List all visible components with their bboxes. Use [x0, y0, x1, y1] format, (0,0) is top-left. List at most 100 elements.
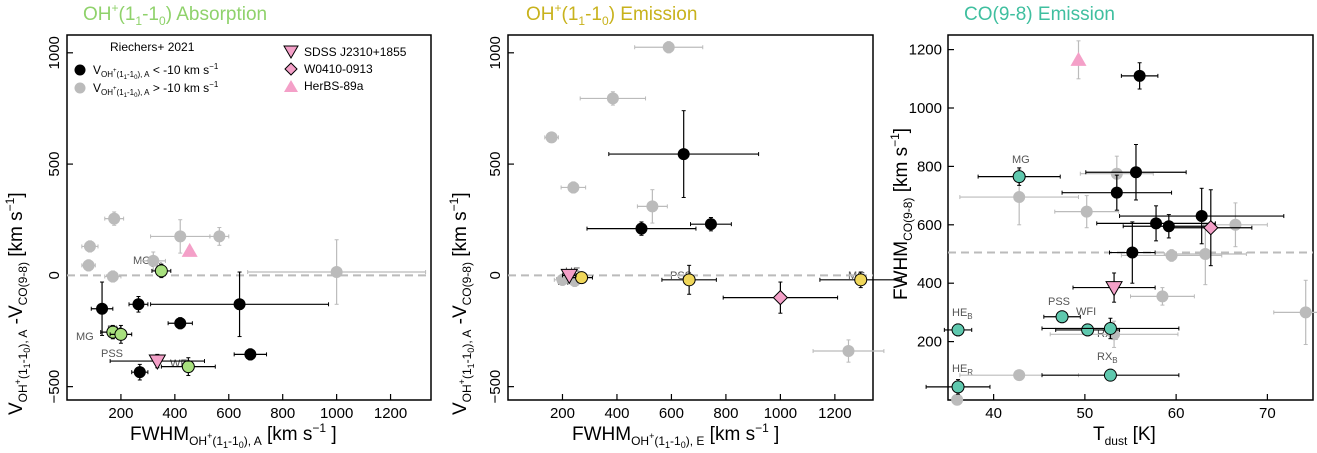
panel1-xtick-label: 400: [162, 405, 187, 422]
panel1-grey-point: [147, 254, 160, 267]
panel3-black-point: [1195, 210, 1208, 223]
panel1-grey-point: [82, 259, 95, 272]
panel3-label-wfi: WFI: [1076, 306, 1096, 318]
panel3-grey-point: [951, 393, 964, 406]
panel1-ytick-label: −500: [46, 370, 63, 404]
panel2-ytick-label: 0: [487, 271, 504, 279]
panel2-yellow-point: [682, 273, 696, 287]
legend-black-marker: [74, 64, 86, 76]
legend-entry-sdss: SDSS J2310+1855: [304, 45, 407, 59]
panel3-frame: [947, 34, 1314, 401]
panel1-ytick-label: 1000: [46, 36, 63, 69]
panel1-grey-point: [213, 230, 226, 243]
panel3-w0410-diamond-icon: [1203, 220, 1219, 236]
panel3-grey-point: [1080, 205, 1093, 218]
legend-header: Riechers+ 2021: [110, 40, 195, 54]
panel2-yellow-point: [575, 271, 589, 285]
panel1-grey-point: [106, 270, 119, 283]
panel3-black-point: [1126, 246, 1139, 259]
panel2-xtick-label: 1200: [818, 405, 851, 422]
panel2-xtick-label: 800: [713, 405, 738, 422]
panel2-title: OH+(11-10) Emission: [526, 1, 697, 28]
panel1-grey-point: [174, 230, 187, 243]
panel3-black-point: [1150, 217, 1163, 230]
panel3-black-point: [1133, 69, 1146, 82]
panel3-grey-point: [1165, 249, 1178, 262]
legend-triangle-down-icon: [283, 45, 299, 59]
panel3-teal-point: [1081, 323, 1095, 337]
panel1-xtick-label: 200: [108, 405, 133, 422]
legend-grey-label: VOH+(11-10), A > -10 km s−1: [93, 80, 219, 99]
panel1-black-point: [233, 298, 246, 311]
panel3-ylabel: FWHMCO(9-8) [km s−1]: [888, 128, 915, 300]
panel3-xtick-label: 70: [1259, 405, 1276, 422]
legend-diamond-icon: [284, 62, 298, 76]
panel3-ytick-label: 1000: [909, 100, 942, 117]
legend-grey-marker: [74, 82, 86, 94]
panel2-xtick-label: 1000: [764, 405, 797, 422]
panel1-grey-point: [330, 266, 343, 279]
panel2-black-point: [635, 222, 648, 235]
panel2-ytick-label: 1000: [487, 36, 504, 69]
panel3-herbs-triangle-icon: [1070, 51, 1087, 66]
panel1-ytick-label: 0: [46, 271, 63, 279]
panel3-teal-point: [951, 323, 965, 337]
legend-black-label: VOH+(11-10), A < -10 km s−1: [93, 62, 219, 81]
panel3-black-point: [1110, 186, 1123, 199]
panel2-frame: [507, 34, 874, 401]
panel3-label-heb: HEB: [952, 307, 973, 321]
panel3-sdss-triangle-icon: [1105, 281, 1123, 297]
panel2-xtick-label: 200: [550, 405, 575, 422]
panel1-black-point: [96, 302, 109, 315]
chart-marks: 200 400 600 800 1000 1200 −500 0 500 1000 200 400 60…: [46, 36, 1317, 422]
panel3-teal-point: [951, 380, 965, 394]
panel3-ytick-label: 1200: [909, 42, 942, 59]
panel3-grey-point: [1110, 167, 1123, 180]
panel1-legend: Riechers+ 2021 VOH+(11-10), A < -10 km s…: [74, 40, 407, 99]
panel3-label-mg: MG: [1012, 154, 1030, 166]
panel3-grey-point: [1013, 191, 1026, 204]
panel2-grey-point: [842, 345, 855, 358]
panel2-xtick-label: 600: [659, 405, 684, 422]
panel3-ytick-label: 600: [917, 217, 942, 234]
panel1-green-point: [181, 360, 195, 374]
panel3-ytick-label: 800: [917, 158, 942, 175]
panel3-teal-point: [1055, 310, 1069, 324]
panel2-sdss-triangle-icon: [560, 268, 579, 285]
panel1-frame: [66, 34, 432, 401]
panel2-ytick-label: 500: [487, 152, 504, 177]
panel3-ytick-label: 200: [917, 334, 942, 351]
panel1-herbs-triangle-icon: [181, 242, 198, 257]
panel2-grey-point: [646, 200, 659, 213]
panel2-ylabel: VOH+(11-10), A -VCO(9-8) [km s−1]: [447, 192, 476, 415]
panel2-black-point: [704, 218, 717, 231]
panel3-grey-point: [1199, 248, 1212, 260]
panel1-label-pss: PSS: [101, 348, 123, 360]
panel1-grey-point: [83, 240, 96, 253]
panel3-ytick-label: 400: [917, 275, 942, 292]
panel3-black-point: [1129, 166, 1142, 179]
panel1-green-point: [154, 264, 168, 278]
panel2-w0410-diamond-icon: [772, 289, 789, 306]
panel2-yellow-point: [854, 273, 868, 287]
panel2-xlabel: FWHMOH+(11-10), E [km s−1 ]: [572, 421, 779, 450]
legend-entry-w0410: W0410-0913: [304, 62, 373, 76]
panel3-xlabel: Tdust [K]: [1093, 424, 1156, 448]
panel2-black-point: [677, 148, 690, 161]
panel3-grey-point: [1299, 306, 1312, 319]
panel1-black-point: [174, 317, 187, 330]
legend-entry-herbs: HerBS-89a: [304, 79, 364, 93]
panel1-xlabel: FWHMOH+(11-10), A [km s−1 ]: [130, 421, 337, 450]
panel3-teal-point: [1103, 368, 1117, 382]
panel2-ytick-label: −500: [487, 370, 504, 404]
panel3-label-rxb: RXB: [1097, 351, 1118, 365]
panel2-grey-point: [662, 41, 675, 54]
panel3-teal-point: [1103, 321, 1117, 335]
panel1-green-point: [114, 327, 128, 341]
panel3-grey-point: [1156, 290, 1169, 303]
panel1-black-point: [133, 366, 146, 379]
panel1-title: OH+(11-10) Absorption: [83, 1, 267, 28]
panel2-grey-point: [606, 92, 619, 105]
panel1-black-point: [244, 348, 257, 361]
